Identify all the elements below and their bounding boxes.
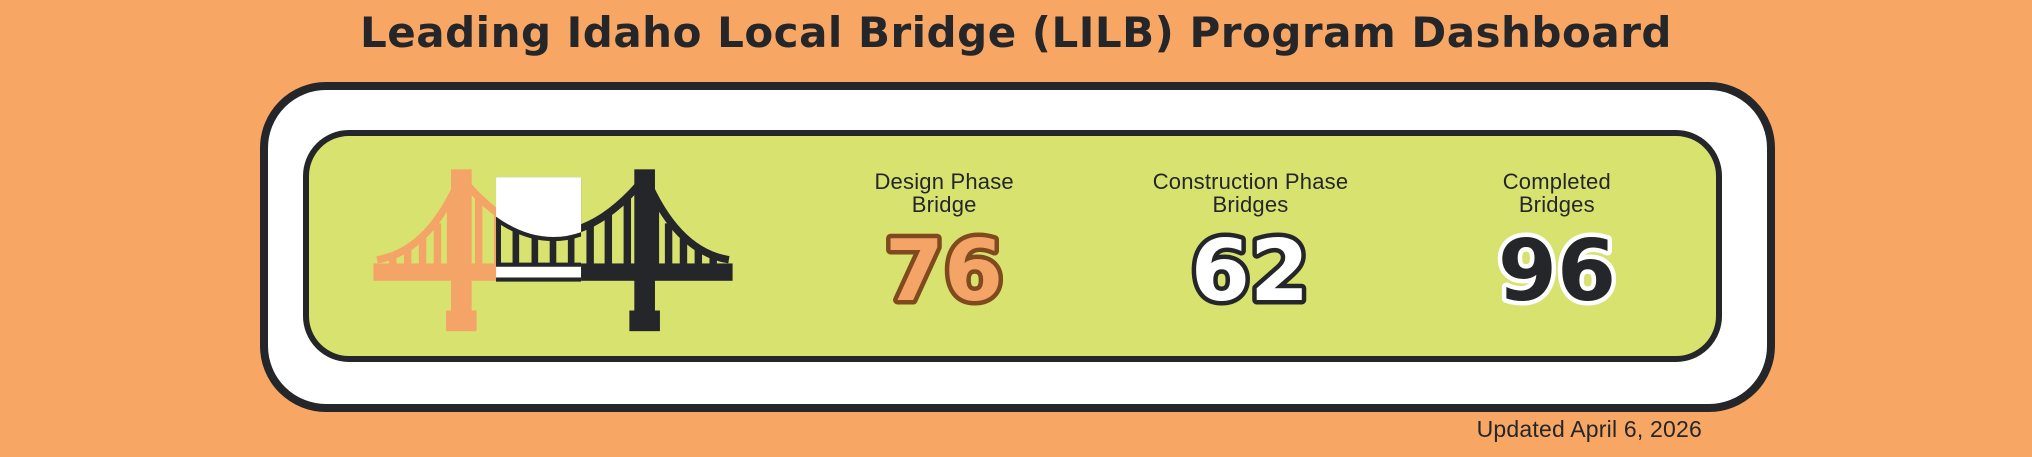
bridge-segment-white bbox=[496, 177, 582, 282]
svg-text:62: 62 bbox=[1191, 222, 1309, 321]
updated-date: Updated April 6, 2026 bbox=[1476, 416, 1702, 442]
stat-value-construction-phase: 62 bbox=[1187, 218, 1314, 326]
stat-completed: Completed Bridges 96 bbox=[1404, 136, 1710, 356]
stat-design-phase: Design Phase Bridge 76 bbox=[791, 136, 1097, 356]
stat-value-completed: 96 bbox=[1493, 218, 1620, 326]
bridge-icon-wrap bbox=[371, 136, 735, 356]
stats-panel: Design Phase Bridge 76 Construction Phas… bbox=[303, 130, 1722, 362]
stats-row: Design Phase Bridge 76 Construction Phas… bbox=[791, 136, 1710, 356]
svg-text:76: 76 bbox=[885, 222, 1003, 321]
stat-label: Completed Bridges bbox=[1502, 169, 1611, 217]
suspension-bridge-icon bbox=[371, 159, 735, 339]
stat-label: Design Phase Bridge bbox=[874, 169, 1014, 217]
stat-construction-phase: Construction Phase Bridges 62 bbox=[1097, 136, 1403, 356]
svg-text:96: 96 bbox=[1498, 222, 1616, 321]
stat-label: Construction Phase Bridges bbox=[1152, 169, 1349, 217]
dashboard-card: Design Phase Bridge 76 Construction Phas… bbox=[260, 82, 1775, 412]
page-title: Leading Idaho Local Bridge (LILB) Progra… bbox=[360, 8, 1672, 57]
stat-value-design-phase: 76 bbox=[881, 218, 1008, 326]
